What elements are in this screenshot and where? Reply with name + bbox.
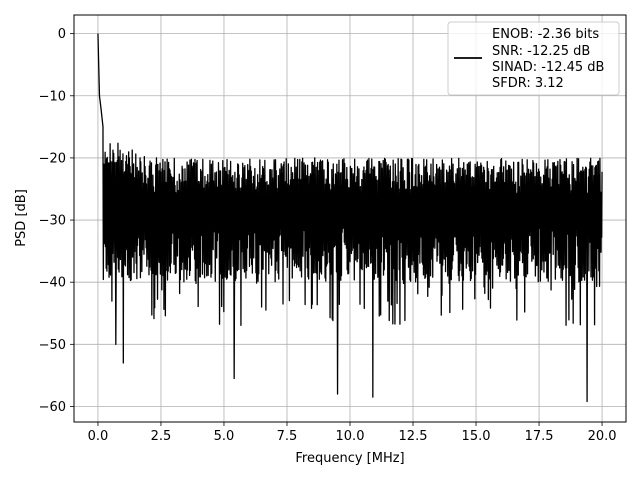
y-tick-label: −10: [39, 89, 66, 104]
x-tick-label: 0.0: [88, 429, 109, 444]
x-tick-label: 2.5: [151, 429, 172, 444]
legend-enob: ENOB: -2.36 bits: [492, 27, 599, 42]
y-tick-label: 0: [58, 27, 66, 42]
x-tick-label: 15.0: [462, 429, 491, 444]
legend-snr: SNR: -12.25 dB: [492, 44, 590, 59]
y-tick-label: −20: [39, 151, 66, 166]
x-tick-label: 20.0: [588, 429, 617, 444]
y-axis-ticks: 0 −10 −20 −30 −40 −50 −60: [39, 27, 74, 415]
y-tick-label: −50: [39, 338, 66, 353]
plot-data: [97, 33, 603, 403]
legend-sfdr: SFDR: 3.12: [492, 76, 564, 91]
x-tick-label: 10.0: [336, 429, 365, 444]
x-axis-label: Frequency [MHz]: [295, 451, 404, 466]
y-tick-label: −60: [39, 400, 66, 415]
legend-box: [447, 21, 620, 96]
legend-sinad: SINAD: -12.45 dB: [492, 60, 604, 75]
x-tick-label: 7.5: [277, 429, 298, 444]
x-tick-label: 5.0: [214, 429, 235, 444]
x-tick-label: 12.5: [399, 429, 428, 444]
y-axis-label: PSD [dB]: [14, 189, 29, 247]
psd-series-line: [97, 33, 603, 403]
y-tick-label: −40: [39, 276, 66, 291]
x-axis-ticks: 0.0 2.5 5.0 7.5 10.0 12.5 15.0 17.5 20.0: [88, 422, 617, 444]
x-tick-label: 17.5: [525, 429, 554, 444]
legend: ENOB: -2.36 bits SNR: -12.25 dB SINAD: -…: [447, 21, 620, 96]
y-tick-label: −30: [39, 214, 66, 229]
